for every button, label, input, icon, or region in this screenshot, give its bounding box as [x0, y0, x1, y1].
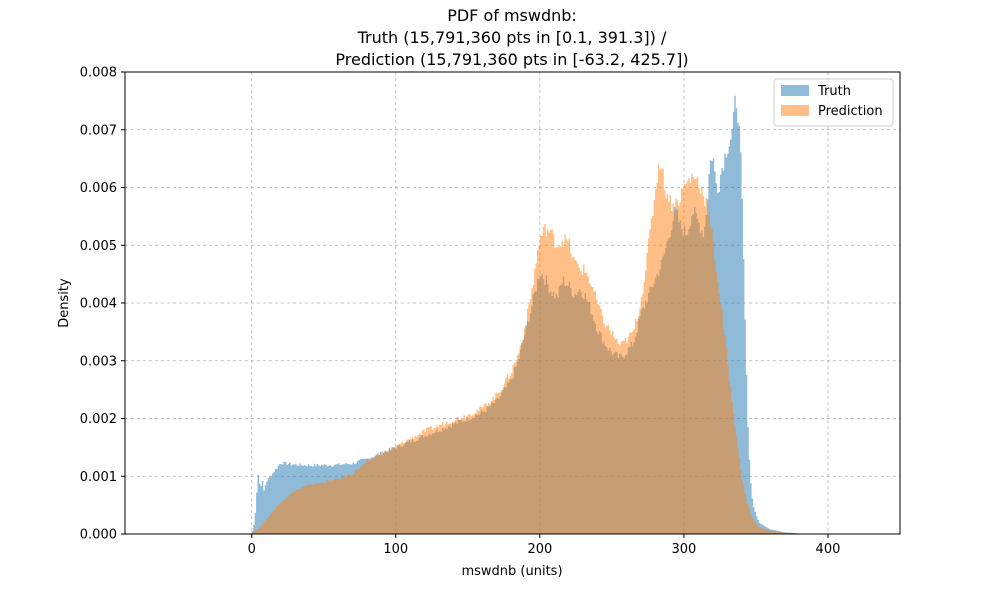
- y-tick-label: 0.002: [80, 412, 117, 427]
- x-tick-label: 100: [383, 542, 408, 557]
- x-tick-label: 200: [527, 542, 552, 557]
- y-tick-label: 0.007: [80, 123, 117, 138]
- legend-swatch-prediction: [781, 105, 809, 116]
- ticks: 0 100 200 300 400 0.000 0.001 0.002 0.003 0.004 0.…: [80, 66, 841, 558]
- x-tick-label: 400: [816, 542, 841, 557]
- x-tick-label: 0: [248, 542, 256, 557]
- y-axis-label: Density: [57, 278, 72, 328]
- y-tick-label: 0.004: [80, 297, 117, 312]
- y-tick-label: 0.005: [80, 239, 117, 254]
- y-tick-label: 0.000: [80, 528, 117, 543]
- legend: Truth Prediction: [773, 78, 894, 127]
- y-tick-label: 0.006: [80, 181, 117, 196]
- series-area-prediction: [244, 164, 864, 534]
- y-tick-label: 0.003: [80, 354, 117, 369]
- title-line-2: Truth (15,791,360 pts in [0.1, 391.3]) /: [357, 28, 667, 47]
- x-axis-label: mswdnb (units): [461, 564, 562, 579]
- x-tick-label: 300: [672, 542, 697, 557]
- y-tick-label: 0.001: [80, 470, 117, 485]
- y-tick-label: 0.008: [80, 66, 117, 81]
- series-layer: [244, 95, 864, 535]
- legend-label-prediction: Prediction: [818, 104, 883, 119]
- legend-label-truth: Truth: [817, 84, 851, 99]
- legend-swatch-truth: [781, 85, 809, 96]
- chart-title: PDF of mswdnb: Truth (15,791,360 pts in …: [335, 6, 688, 69]
- title-line-3: Prediction (15,791,360 pts in [-63.2, 42…: [335, 50, 688, 69]
- title-line-1: PDF of mswdnb:: [447, 6, 577, 25]
